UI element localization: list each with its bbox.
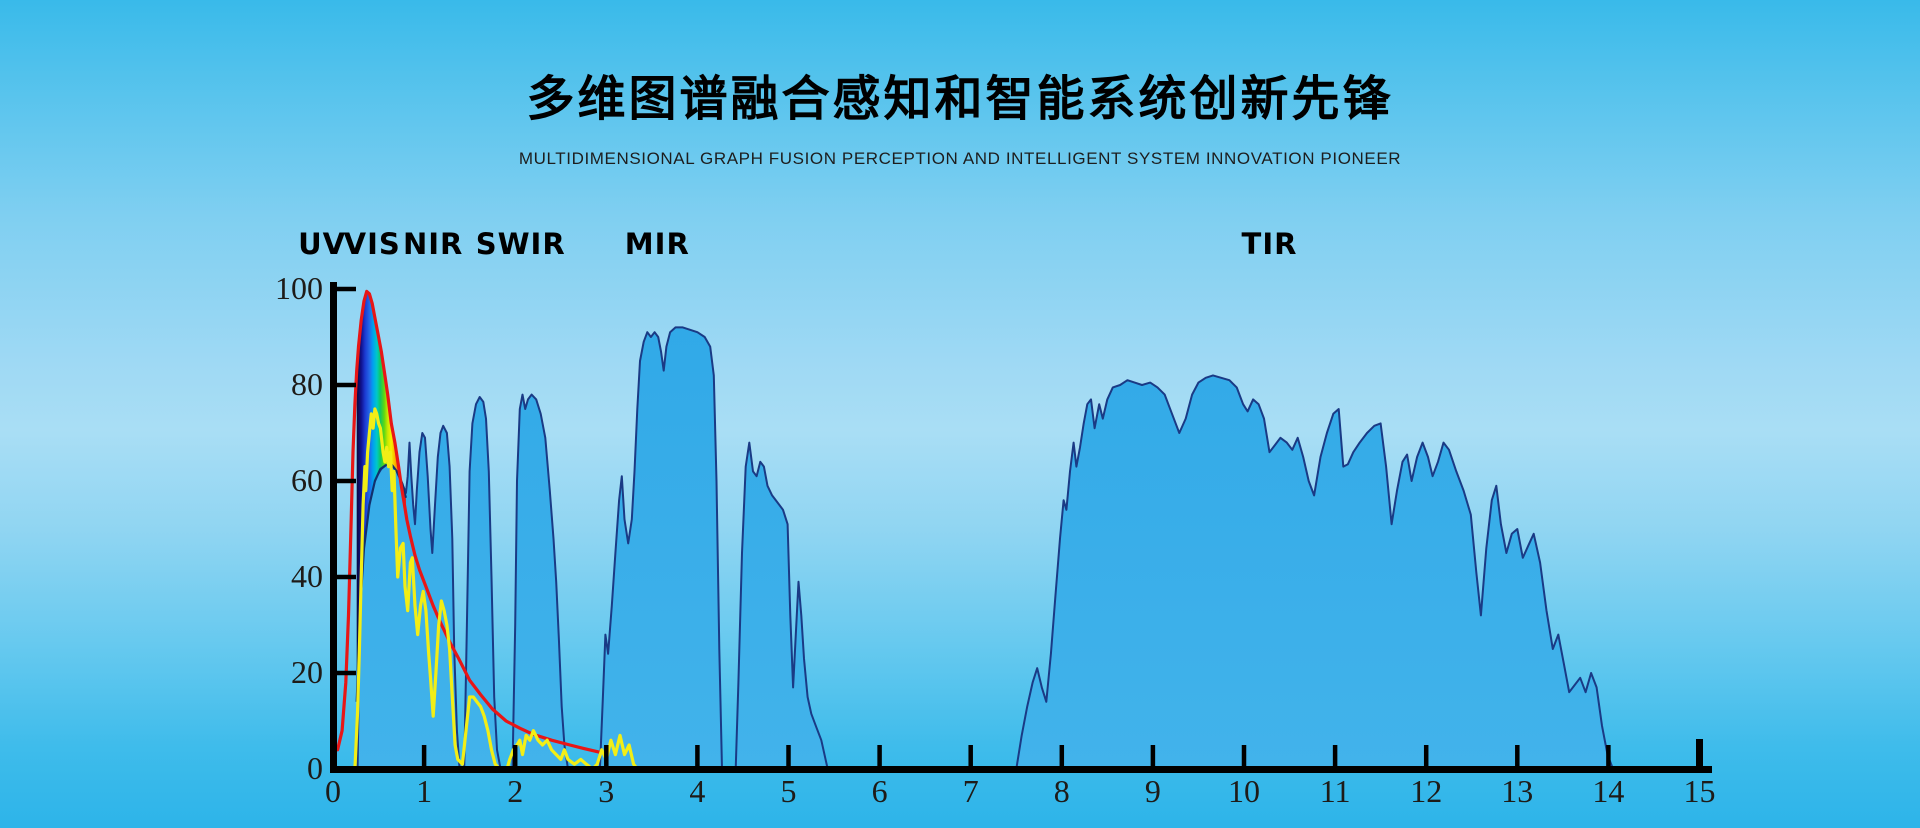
y-tick-label: 0 bbox=[307, 750, 323, 786]
band-label-SWIR: SWIR bbox=[476, 227, 566, 261]
x-tick-label: 10 bbox=[1228, 773, 1260, 809]
blackbody-envelope-curve bbox=[336, 289, 604, 755]
transmission-window-area bbox=[1015, 374, 1614, 770]
page-title: 多维图谱融合感知和智能系统创新先锋 bbox=[526, 73, 1394, 126]
transmission-window-area bbox=[598, 326, 723, 770]
x-tick-label: 6 bbox=[872, 773, 888, 809]
x-tick-label: 9 bbox=[1145, 773, 1161, 809]
visible-spectrum-peak-area bbox=[356, 291, 406, 702]
x-tick-label: 5 bbox=[781, 773, 797, 809]
x-tick-label: 11 bbox=[1320, 773, 1351, 809]
page-subtitle: MULTIDIMENSIONAL GRAPH FUSION PERCEPTION… bbox=[518, 149, 1402, 168]
x-tick-label: 12 bbox=[1410, 773, 1442, 809]
x-tick-label: 7 bbox=[963, 773, 979, 809]
x-tick-label: 4 bbox=[689, 773, 705, 809]
y-tick-label: 60 bbox=[291, 462, 323, 498]
x-tick-label: 2 bbox=[507, 773, 523, 809]
y-tick-label: 100 bbox=[275, 270, 323, 306]
x-tick-label: 0 bbox=[325, 773, 341, 809]
x-tick-label: 14 bbox=[1592, 773, 1624, 809]
y-tick-label: 80 bbox=[291, 366, 323, 402]
band-label-NIR: NIR bbox=[403, 227, 463, 261]
x-tick-label: 3 bbox=[598, 773, 614, 809]
x-tick-label: 15 bbox=[1684, 773, 1716, 809]
band-label-UV: UV bbox=[298, 227, 346, 261]
ground-solar-curve bbox=[353, 407, 639, 771]
x-tick-label: 8 bbox=[1054, 773, 1070, 809]
band-label-VIS: VIS bbox=[344, 227, 401, 261]
y-tick-label: 20 bbox=[291, 654, 323, 690]
x-tick-label: 1 bbox=[416, 773, 432, 809]
transmission-window-area bbox=[734, 441, 829, 770]
x-tick-label: 13 bbox=[1501, 773, 1533, 809]
band-label-TIR: TIR bbox=[1242, 227, 1298, 261]
band-label-MIR: MIR bbox=[625, 227, 690, 261]
y-tick-label: 40 bbox=[291, 558, 323, 594]
